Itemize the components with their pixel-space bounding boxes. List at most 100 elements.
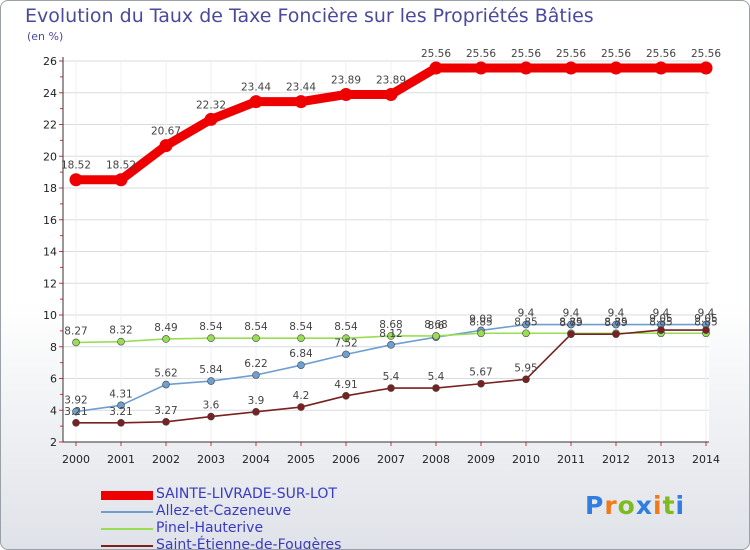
logo-letter: t [662, 491, 676, 520]
data-label: 9.4 [608, 308, 625, 320]
data-label: 8.85 [694, 316, 717, 328]
data-label: 8.68 [379, 319, 402, 331]
data-point [117, 337, 125, 346]
data-point [612, 330, 620, 339]
x-tick-label: 2012 [602, 453, 630, 466]
data-point [657, 326, 665, 334]
y-tick-label: 18 [43, 182, 57, 195]
data-label: 4.91 [334, 379, 357, 391]
legend-label: Saint-Étienne-de-Fougères [156, 537, 342, 550]
x-tick-label: 2007 [377, 453, 405, 466]
y-tick-label: 4 [50, 404, 57, 417]
data-point [564, 61, 578, 75]
data-point [69, 173, 83, 187]
data-label: 8.32 [109, 325, 132, 337]
data-label: 3.27 [154, 405, 177, 417]
data-label: 8.12 [379, 328, 402, 340]
data-label: 25.56 [601, 48, 631, 60]
data-point [432, 384, 440, 392]
y-tick-label: 12 [43, 277, 57, 290]
data-label: 5.62 [154, 368, 177, 380]
data-label: 25.56 [646, 48, 676, 60]
data-point [252, 371, 260, 379]
data-point [477, 379, 485, 388]
data-label: 9.4 [653, 308, 670, 320]
y-tick-label: 2 [50, 436, 57, 449]
legend-label: Allez-et-Cazeneuve [156, 503, 292, 519]
data-point [387, 341, 395, 349]
data-label: 23.89 [376, 74, 406, 86]
data-point [612, 320, 620, 329]
y-tick-label: 26 [43, 55, 57, 68]
x-tick-label: 2004 [242, 453, 270, 466]
data-label: 3.21 [64, 406, 87, 418]
data-label: 8.85 [469, 316, 492, 328]
data-label: 3.21 [109, 406, 132, 418]
x-tick-label: 2014 [692, 453, 720, 466]
data-label: 5.84 [199, 364, 223, 376]
x-tick-label: 2002 [152, 453, 180, 466]
legend-swatch [101, 545, 153, 547]
data-point [339, 87, 353, 101]
data-point [297, 334, 305, 342]
data-label: 18.52 [61, 160, 91, 172]
x-tick-label: 2000 [62, 453, 90, 466]
data-label: 8.85 [559, 316, 582, 328]
y-tick-label: 20 [43, 150, 57, 163]
data-label: 9.4 [518, 308, 535, 320]
data-label: 25.56 [556, 48, 586, 60]
data-point [522, 375, 530, 384]
data-label: 25.56 [466, 48, 496, 60]
x-tick-label: 2009 [467, 453, 495, 466]
chart-title: Evolution du Taux de Taxe Foncière sur l… [25, 5, 594, 27]
x-tick-label: 2010 [512, 453, 540, 466]
data-label: 25.56 [421, 48, 451, 60]
data-point [297, 403, 305, 411]
data-point [207, 377, 215, 385]
data-label: 6.22 [244, 358, 267, 370]
data-label: 3.6 [203, 400, 220, 412]
y-tick-label: 22 [43, 119, 57, 132]
data-point [522, 320, 530, 329]
data-point [387, 384, 395, 392]
data-label: 9.03 [469, 313, 492, 325]
proxiti-logo: Proxiti [585, 491, 685, 520]
legend-label: SAINTE-LIVRADE-SUR-LOT [156, 486, 337, 502]
legend-swatch [101, 528, 153, 530]
y-tick-label: 10 [43, 309, 57, 322]
data-label: 4.2 [293, 390, 310, 402]
y-tick-label: 24 [43, 87, 57, 100]
data-point [567, 320, 575, 329]
data-point [342, 392, 350, 400]
data-label: 5.4 [428, 371, 445, 383]
data-label: 5.4 [383, 371, 400, 383]
x-tick-label: 2008 [422, 453, 450, 466]
data-point [699, 61, 713, 75]
data-label: 8.85 [604, 316, 627, 328]
data-point [519, 61, 533, 75]
legend-swatch [101, 490, 153, 500]
data-point [72, 407, 80, 416]
data-point [432, 332, 440, 340]
data-label: 3.92 [64, 395, 87, 407]
data-label: 18.52 [106, 160, 136, 172]
data-point [342, 350, 350, 359]
data-point [654, 61, 668, 75]
y-tick-label: 16 [43, 214, 57, 227]
data-point [702, 326, 710, 334]
data-label: 8.54 [334, 321, 358, 333]
data-label: 7.52 [334, 337, 357, 349]
y-tick-label: 8 [50, 341, 57, 354]
data-point [204, 112, 218, 126]
logo-letter: i [653, 491, 663, 520]
x-tick-label: 2003 [197, 453, 225, 466]
data-label: 20.67 [151, 126, 181, 138]
data-point [207, 334, 215, 342]
data-label: 9.4 [563, 308, 580, 320]
data-label: 8.85 [514, 316, 537, 328]
logo-letter: x [635, 491, 653, 520]
y-tick-label: 14 [43, 246, 57, 259]
data-point [162, 418, 170, 426]
